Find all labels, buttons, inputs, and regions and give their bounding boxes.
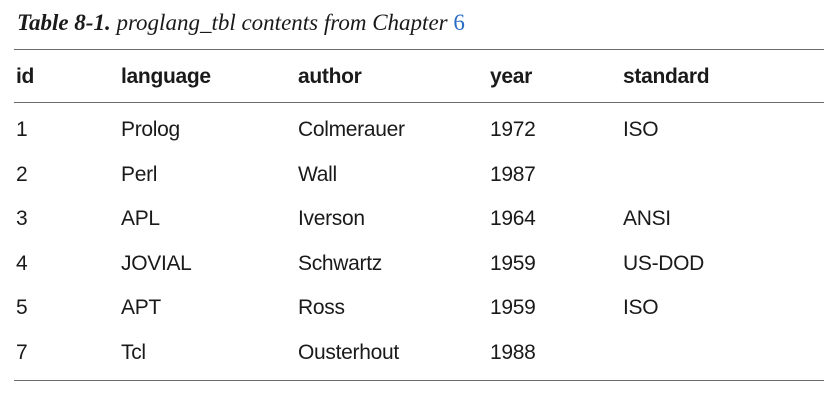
- cell-year: 1964: [490, 207, 536, 231]
- table-row: 2 Perl Wall 1987: [14, 153, 826, 198]
- column-header-id: id: [16, 65, 35, 88]
- cell-id: 4: [16, 251, 28, 275]
- cell-id: 1: [16, 118, 28, 142]
- cell-language: APT: [121, 296, 161, 320]
- cell-standard: ISO: [623, 118, 659, 142]
- table-row: 7 Tcl Ousterhout 1988: [14, 331, 826, 376]
- chapter-link[interactable]: 6: [453, 10, 465, 35]
- header-rule: [14, 102, 824, 103]
- top-rule: [14, 49, 824, 50]
- cell-year: 1959: [490, 251, 536, 275]
- cell-standard: [623, 331, 826, 376]
- caption-text: proglang_tbl contents from Chapter: [116, 10, 448, 35]
- data-table: id language author year standard 1 Prolo…: [14, 52, 826, 375]
- cell-standard: [623, 153, 826, 198]
- cell-standard: US-DOD: [623, 251, 705, 275]
- cell-author: Ousterhout: [298, 340, 399, 364]
- cell-year: 1972: [490, 118, 536, 142]
- table-row: 5 APT Ross 1959 ISO: [14, 286, 826, 331]
- cell-standard: ANSI: [623, 207, 671, 231]
- cell-language: Perl: [121, 162, 158, 186]
- bottom-rule: [14, 380, 824, 381]
- cell-language: JOVIAL: [121, 251, 192, 275]
- table-row: 1 Prolog Colmerauer 1972 ISO: [14, 102, 826, 153]
- cell-author: Colmerauer: [298, 118, 405, 142]
- table-row: 3 APL Iverson 1964 ANSI: [14, 197, 826, 242]
- cell-standard: ISO: [623, 296, 659, 320]
- table-row: 4 JOVIAL Schwartz 1959 US-DOD: [14, 242, 826, 287]
- cell-language: APL: [121, 207, 160, 231]
- cell-year: 1988: [490, 340, 536, 364]
- cell-year: 1987: [490, 162, 536, 186]
- header-row: id language author year standard: [14, 52, 826, 102]
- column-header-author: author: [298, 65, 362, 88]
- cell-author: Schwartz: [298, 251, 382, 275]
- column-header-standard: standard: [623, 65, 710, 88]
- cell-id: 3: [16, 207, 28, 231]
- cell-id: 5: [16, 296, 28, 320]
- table-caption: Table 8-1. proglang_tbl contents from Ch…: [17, 10, 465, 36]
- column-header-year: year: [490, 65, 533, 88]
- cell-author: Wall: [298, 162, 337, 186]
- cell-year: 1959: [490, 296, 536, 320]
- column-header-language: language: [121, 65, 211, 88]
- cell-author: Iverson: [298, 207, 365, 231]
- cell-id: 7: [16, 340, 28, 364]
- table-number: Table 8-1.: [17, 10, 111, 35]
- cell-language: Prolog: [121, 118, 180, 142]
- cell-language: Tcl: [121, 340, 146, 364]
- cell-author: Ross: [298, 296, 345, 320]
- cell-id: 2: [16, 162, 28, 186]
